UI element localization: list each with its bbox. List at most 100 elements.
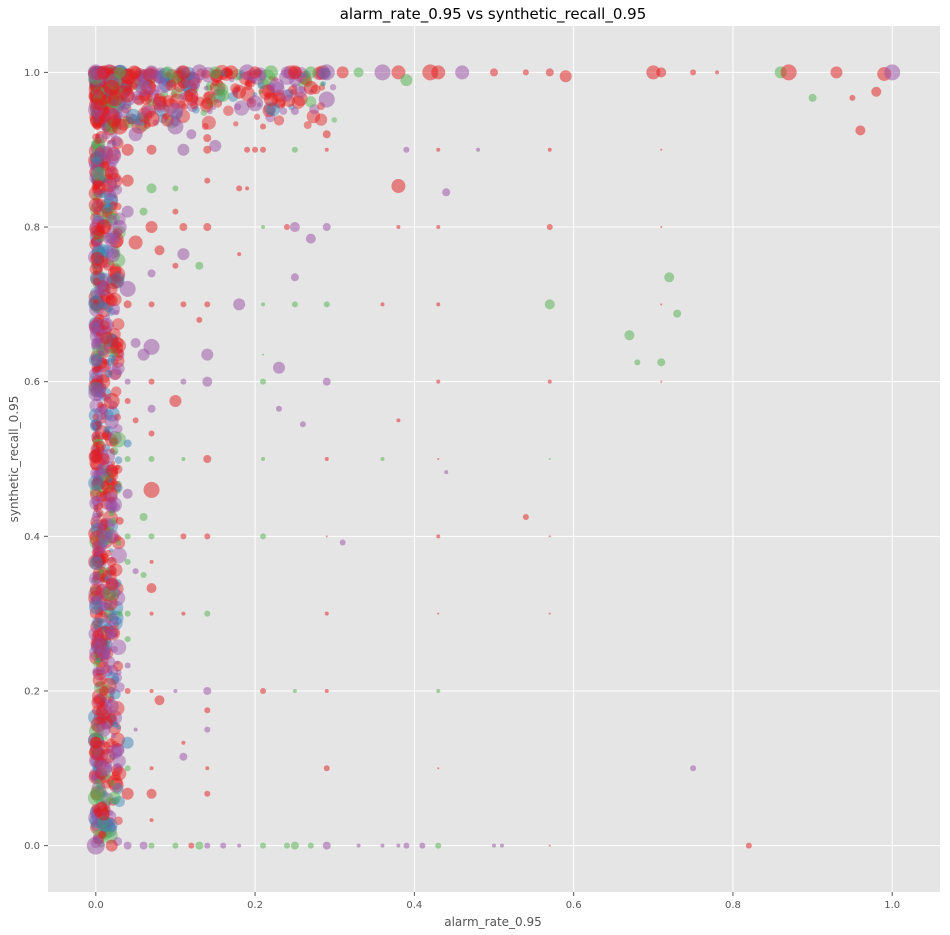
data-point: [290, 841, 299, 850]
data-point: [634, 359, 641, 366]
data-point: [299, 421, 306, 428]
data-point: [177, 143, 190, 156]
data-point: [90, 459, 102, 471]
x-axis-ticks: 0.0 0.2 0.4 0.6 0.8 1.0: [88, 892, 900, 911]
data-point: [99, 317, 115, 333]
data-point: [99, 637, 109, 647]
y-tick-label: 1.0: [24, 68, 40, 79]
data-point: [88, 143, 105, 159]
data-point: [92, 85, 105, 98]
data-point: [103, 187, 117, 201]
data-point: [114, 816, 123, 826]
data-point: [97, 105, 106, 114]
data-point: [88, 586, 104, 602]
data-point: [97, 824, 113, 840]
data-point: [98, 344, 107, 353]
data-point: [97, 401, 104, 409]
data-point: [435, 842, 442, 849]
data-point: [103, 192, 118, 208]
data-point: [102, 99, 112, 109]
data-point: [88, 372, 105, 388]
data-point: [95, 358, 112, 374]
data-point: [94, 747, 104, 756]
data-point: [139, 512, 148, 521]
data-point: [129, 66, 142, 79]
data-point: [94, 176, 105, 187]
data-point: [92, 95, 104, 107]
data-point: [107, 140, 112, 145]
data-point: [91, 554, 105, 568]
data-point: [297, 81, 304, 88]
data-point: [105, 577, 119, 591]
data-point: [186, 100, 199, 112]
data-point: [137, 348, 150, 361]
data-point: [111, 740, 119, 749]
data-point: [101, 325, 112, 335]
data-point: [113, 348, 124, 359]
data-point: [97, 289, 106, 298]
data-point: [88, 318, 103, 334]
data-point: [93, 113, 102, 122]
data-point: [102, 586, 112, 596]
data-point: [94, 777, 100, 784]
data-point: [249, 66, 262, 79]
data-point: [102, 258, 115, 271]
data-point: [303, 80, 318, 95]
data-point: [89, 89, 103, 103]
data-point: [156, 78, 162, 84]
data-point: [105, 148, 121, 164]
data-point: [88, 289, 104, 305]
data-point: [94, 625, 102, 632]
data-point: [291, 83, 298, 90]
data-point: [101, 569, 117, 585]
data-point: [109, 263, 122, 276]
data-point: [135, 79, 152, 96]
data-point: [91, 782, 102, 793]
data-point: [112, 318, 125, 331]
data-point: [88, 590, 104, 607]
data-point: [95, 583, 111, 598]
data-point: [97, 617, 104, 624]
data-point: [109, 340, 124, 355]
data-point: [106, 139, 117, 149]
data-point: [93, 555, 99, 561]
data-point: [95, 103, 101, 109]
data-point: [233, 298, 246, 311]
data-point: [105, 178, 118, 190]
data-point: [92, 80, 101, 90]
data-point: [93, 575, 99, 582]
data-point: [104, 92, 121, 108]
data-point: [93, 257, 101, 264]
data-point: [97, 324, 105, 332]
data-point: [319, 81, 325, 87]
data-point: [110, 101, 123, 114]
data-point: [98, 202, 107, 211]
data-point: [121, 787, 134, 800]
data-point: [113, 486, 118, 491]
data-point: [93, 468, 109, 483]
data-point: [94, 171, 105, 181]
data-point: [112, 754, 126, 768]
data-point: [89, 151, 105, 166]
data-point: [492, 843, 496, 848]
data-point: [98, 82, 105, 89]
data-point: [90, 236, 101, 247]
data-point: [106, 613, 113, 620]
data-point: [111, 461, 116, 466]
data-point: [102, 178, 107, 183]
data-point: [88, 709, 105, 726]
data-point: [116, 105, 130, 118]
data-point: [106, 613, 115, 622]
data-point: [220, 842, 227, 849]
data-point: [91, 83, 100, 91]
data-point: [99, 96, 114, 111]
data-point: [201, 97, 214, 110]
data-point: [91, 161, 100, 170]
data-point: [146, 788, 157, 799]
data-point: [95, 133, 100, 139]
data-point: [91, 337, 102, 348]
data-point: [96, 722, 111, 737]
y-tick-label: 0.2: [24, 686, 40, 697]
data-point: [93, 637, 103, 647]
data-point: [92, 383, 103, 394]
